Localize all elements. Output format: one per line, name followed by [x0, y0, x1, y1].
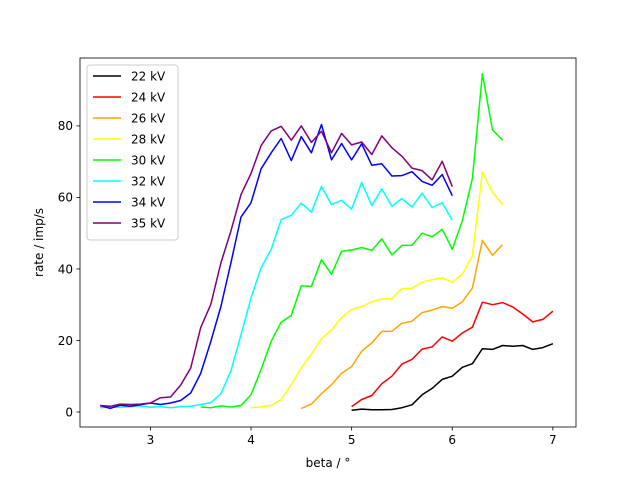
legend-label: 34 kV [131, 195, 166, 209]
legend-label: 22 kV [131, 69, 166, 83]
series-line-34-kv [99, 123, 453, 410]
legend-label: 26 kV [131, 111, 166, 125]
legend-label: 32 kV [131, 174, 166, 188]
series-layer [99, 72, 554, 411]
y-tick-label: 0 [65, 405, 73, 419]
x-tick-label: 7 [549, 433, 557, 447]
legend-label: 35 kV [131, 216, 166, 230]
series-line-30-kv [200, 72, 504, 409]
y-tick-label: 60 [58, 191, 73, 205]
x-tick-label: 6 [448, 433, 456, 447]
series-line-24-kv [351, 301, 554, 408]
series-line-28-kv [250, 171, 504, 409]
y-tick-label: 80 [58, 119, 73, 133]
x-axis-ticks: 3 4 5 6 7 [147, 427, 557, 447]
series-line-22-kv [351, 343, 554, 411]
y-axis-label: rate / imp/s [32, 208, 46, 277]
legend: 22 kV 24 kV 26 kV 28 kV 30 kV 32 kV 34 kV 35 kV [86, 64, 179, 241]
y-tick-label: 40 [58, 262, 73, 276]
legend-box [86, 64, 179, 241]
y-axis-ticks: 0 20 40 60 80 [58, 119, 80, 419]
x-tick-label: 5 [348, 433, 356, 447]
series-line-26-kv [301, 239, 504, 410]
legend-label: 28 kV [131, 132, 166, 146]
x-axis-label: beta / ° [306, 456, 351, 470]
legend-label: 24 kV [131, 90, 166, 104]
series-line-32-kv [100, 181, 453, 409]
x-tick-label: 4 [247, 433, 255, 447]
y-tick-label: 20 [58, 334, 73, 348]
x-tick-label: 3 [147, 433, 155, 447]
plot-frame [79, 57, 577, 428]
legend-label: 30 kV [131, 153, 166, 167]
series-line-35-kv [100, 125, 453, 408]
